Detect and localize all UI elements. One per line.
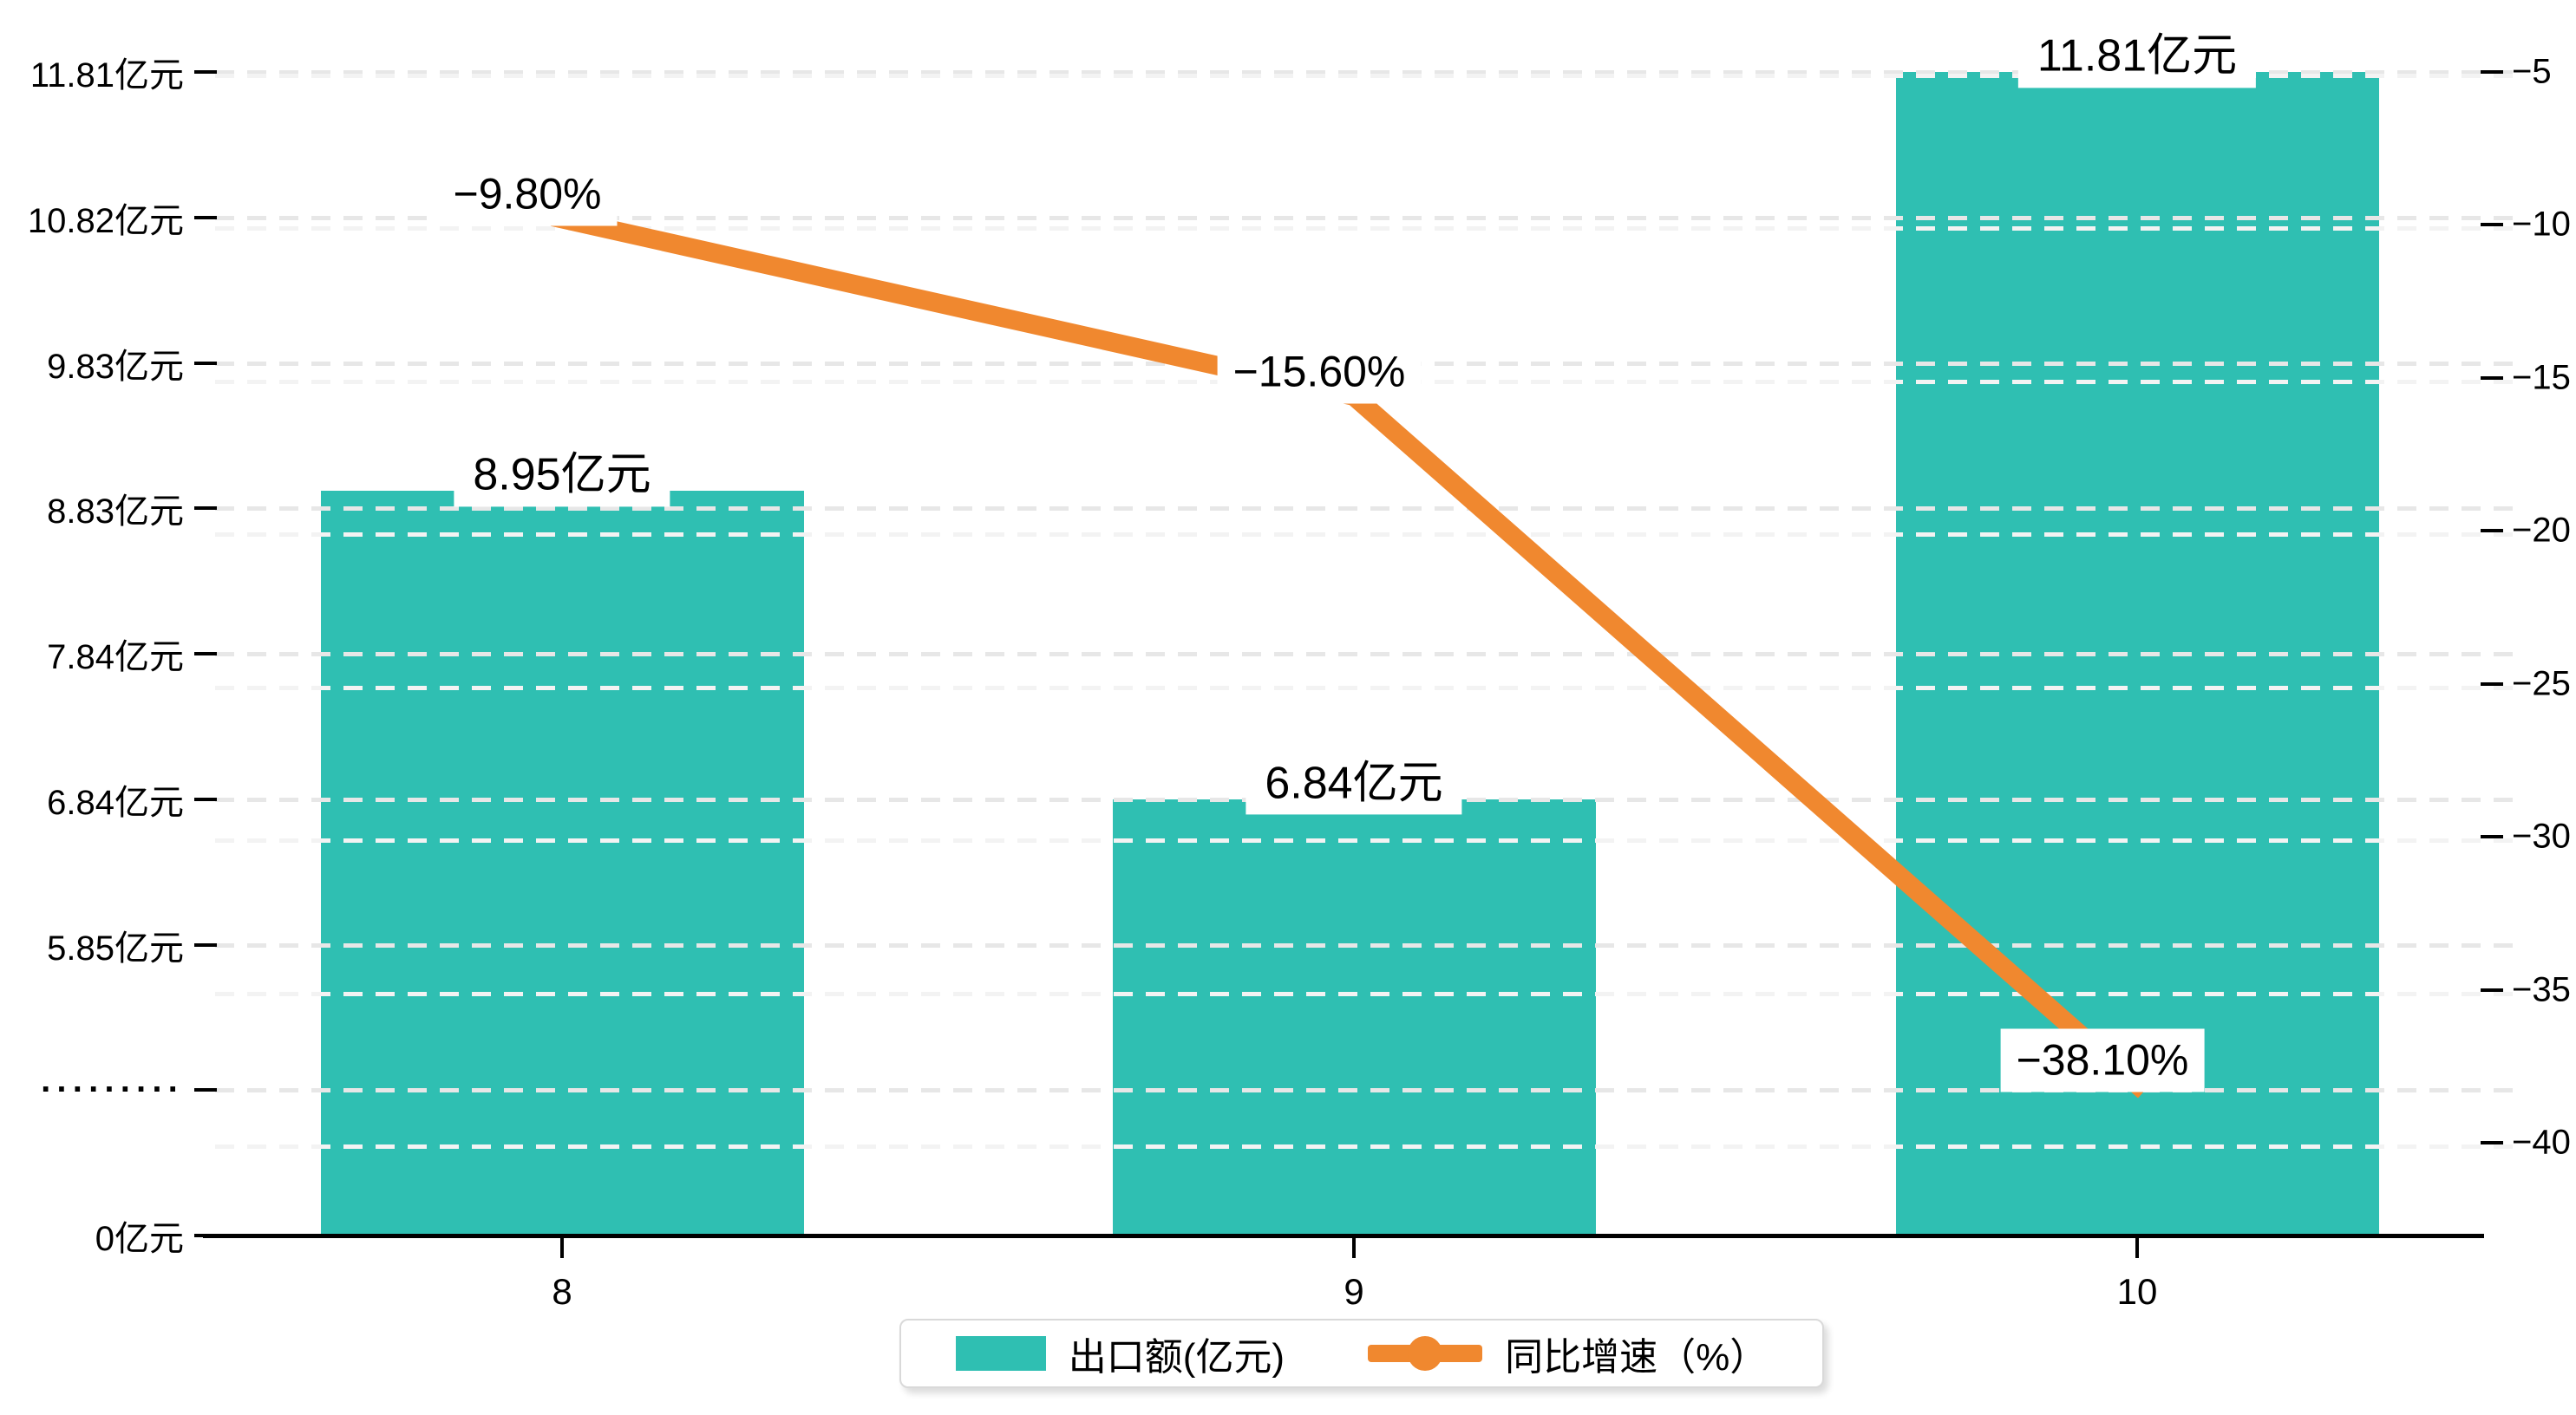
legend-item-export[interactable]: 出口额(亿元) <box>955 1326 1285 1381</box>
gridline-left <box>215 215 2515 220</box>
x-axis-tick <box>2135 1236 2139 1258</box>
x-axis-tick <box>1352 1236 1356 1258</box>
y-axis-label-right: −5 <box>2512 52 2552 91</box>
bar-value-label: 6.84亿元 <box>1246 753 1462 815</box>
y-axis-left-tick <box>194 797 217 801</box>
y-axis-label-left: 7.84亿元 <box>47 638 184 676</box>
y-axis-label-left: 11.81亿元 <box>29 56 184 95</box>
y-axis-label-left: 5.85亿元 <box>47 929 184 968</box>
y-axis-left-tick <box>194 70 217 74</box>
gridline-right <box>215 226 2515 231</box>
y-axis-label-right: −25 <box>2512 664 2571 703</box>
line-value-label: −38.10% <box>2000 1028 2205 1092</box>
gridline-left <box>215 70 2515 75</box>
y-axis-label-left: ········· <box>41 1070 184 1109</box>
x-axis-line <box>203 1234 2484 1238</box>
y-axis-left-tick <box>194 942 217 947</box>
bar-series-swatch-icon <box>955 1336 1046 1371</box>
line-value-label: −9.80% <box>437 162 618 226</box>
legend: 出口额(亿元) 同比增速（%） <box>899 1319 1824 1388</box>
gridline-right <box>215 685 2515 690</box>
x-axis-label: 9 <box>1344 1271 1364 1312</box>
y-axis-label-right: −30 <box>2512 817 2571 856</box>
y-axis-label-right: −35 <box>2512 970 2571 1009</box>
gridline-right <box>215 838 2515 844</box>
gridline-right <box>215 74 2515 78</box>
y-axis-right-tick <box>2481 529 2503 533</box>
legend-label-growth: 同比增速（%） <box>1505 1336 1769 1379</box>
y-axis-left-tick <box>194 506 217 511</box>
gridline-left <box>215 652 2515 656</box>
gridline-left <box>215 1088 2515 1093</box>
y-axis-right-tick <box>2481 835 2503 839</box>
x-axis-label: 8 <box>552 1271 572 1312</box>
bar-month-9 <box>1112 799 1596 1236</box>
line-series-marker-icon <box>1368 1334 1483 1373</box>
line-value-label: −15.60% <box>1217 340 1422 404</box>
x-axis-label: 10 <box>2116 1271 2158 1312</box>
gridline-left <box>215 942 2515 948</box>
x-axis-tick <box>560 1236 564 1258</box>
y-axis-right-tick <box>2481 1141 2503 1144</box>
legend-label-export: 出口额(亿元) <box>1068 1336 1285 1379</box>
bar-value-label: 11.81亿元 <box>2017 25 2257 88</box>
y-axis-label-left: 9.83亿元 <box>47 347 184 386</box>
bar-value-label: 8.95亿元 <box>454 444 670 507</box>
y-axis-label-right: −10 <box>2512 205 2571 244</box>
gridline-left <box>215 506 2515 512</box>
bar-month-8 <box>320 491 804 1236</box>
y-axis-label-right: −15 <box>2512 358 2571 397</box>
y-axis-right-tick <box>2481 681 2503 686</box>
y-axis-label-left: 6.84亿元 <box>47 783 184 822</box>
gridline-right <box>215 1144 2515 1149</box>
gridline-right <box>215 532 2515 538</box>
y-axis-left-tick <box>194 1234 217 1237</box>
y-axis-right-tick <box>2481 223 2503 227</box>
y-axis-label-left: 10.82亿元 <box>27 201 184 240</box>
legend-item-growth[interactable]: 同比增速（%） <box>1368 1326 1768 1381</box>
gridline-right <box>215 991 2515 996</box>
y-axis-label-right: −20 <box>2512 511 2571 550</box>
y-axis-left-tick <box>194 361 217 365</box>
y-axis-right-tick <box>2481 988 2503 992</box>
y-axis-right-tick <box>2481 70 2503 74</box>
y-axis-label-right: −40 <box>2512 1123 2571 1162</box>
y-axis-label-left: 0亿元 <box>95 1220 184 1258</box>
y-axis-label-left: 8.83亿元 <box>47 492 184 531</box>
y-axis-left-tick <box>194 652 217 655</box>
y-axis-left-tick <box>194 215 217 219</box>
y-axis-left-tick <box>194 1088 217 1092</box>
y-axis-right-tick <box>2481 375 2503 380</box>
